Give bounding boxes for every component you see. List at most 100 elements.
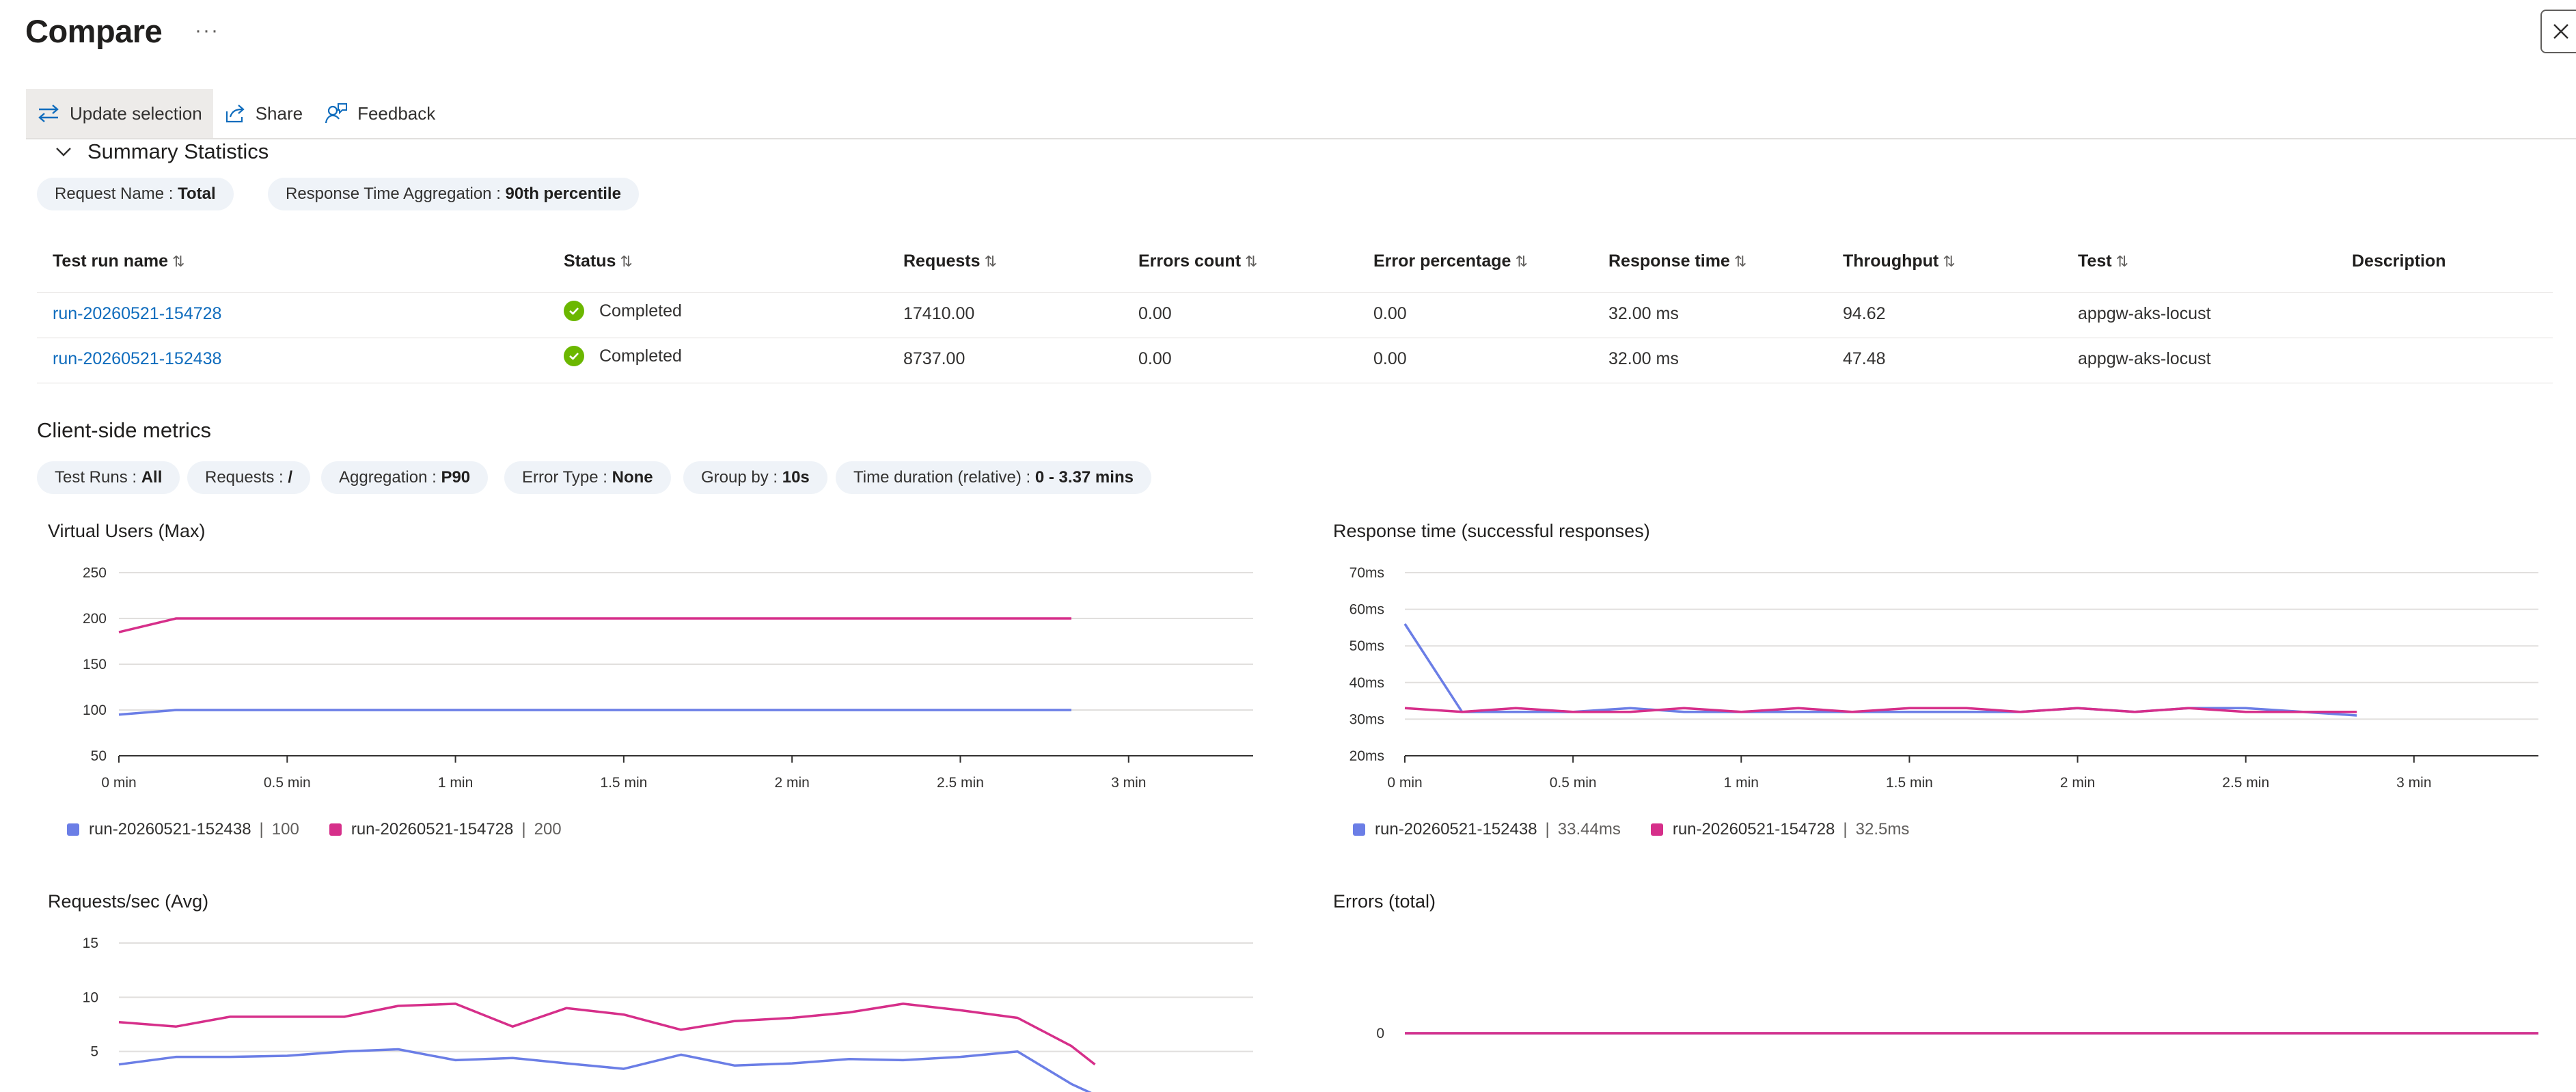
legend-series-name: run-20260521-154728 xyxy=(1672,820,1835,838)
legend-value: 33.44ms xyxy=(1557,820,1621,838)
filter-pill-test-runs[interactable]: Test Runs : All xyxy=(37,461,180,494)
filter-pill-aggregation[interactable]: Aggregation : P90 xyxy=(321,461,489,494)
y-tick-label: 40ms xyxy=(1349,675,1384,691)
check-circle-icon xyxy=(564,301,584,321)
filter-label: Request Name : xyxy=(55,185,178,203)
status-text: Completed xyxy=(599,301,682,320)
legend-separator: | xyxy=(521,820,526,838)
sort-icon: ⇅ xyxy=(1734,253,1747,270)
toolbar-divider xyxy=(26,138,2576,139)
y-tick-label: 70ms xyxy=(1349,565,1384,581)
column-header-throughput[interactable]: Throughput ⇅ xyxy=(1843,251,1956,271)
filter-pill-time-duration[interactable]: Time duration (relative) : 0 - 3.37 mins xyxy=(836,461,1151,494)
page-title: Compare xyxy=(25,13,163,49)
column-label: Test xyxy=(2078,251,2112,271)
x-tick-label: 0.5 min xyxy=(264,775,311,791)
column-header-status[interactable]: Status ⇅ xyxy=(564,251,633,271)
y-tick-label: 50ms xyxy=(1349,638,1384,654)
y-tick-label: 5 xyxy=(90,1044,98,1060)
series-line-run-20260521-154728 xyxy=(1404,707,2357,713)
response-time-cell: 32.00 ms xyxy=(1608,304,1679,323)
error-percentage-cell: 0.00 xyxy=(1373,304,1407,323)
filter-pill-group-by[interactable]: Group by : 10s xyxy=(683,461,827,494)
arrows-swap-icon xyxy=(38,105,59,122)
test-run-link[interactable]: run-20260521-152438 xyxy=(53,349,222,368)
legend-item[interactable]: run-20260521-154728 | 200 xyxy=(329,820,562,839)
series-line-run-20260521-154728 xyxy=(118,1002,1096,1066)
filter-pill-response-time-aggregation[interactable]: Response Time Aggregation : 90th percent… xyxy=(268,178,639,210)
column-header-response-time[interactable]: Response time ⇅ xyxy=(1608,251,1746,271)
column-header-test-run-name[interactable]: Test run name ⇅ xyxy=(53,251,184,271)
test-cell: appgw-aks-locust xyxy=(2078,304,2211,323)
test-run-link[interactable]: run-20260521-154728 xyxy=(53,304,222,323)
filter-label: Error Type : xyxy=(522,468,612,487)
throughput-cell: 94.62 xyxy=(1843,304,1886,323)
legend-series-name: run-20260521-152438 xyxy=(1375,820,1537,838)
legend-item[interactable]: run-20260521-152438 | 100 xyxy=(67,820,299,839)
column-label: Test run name xyxy=(53,251,169,271)
legend-separator: | xyxy=(259,820,264,838)
x-tick-label: 1.5 min xyxy=(1886,775,1933,791)
more-options-icon[interactable]: ··· xyxy=(195,19,219,42)
status-cell: Completed xyxy=(564,346,682,366)
summary-statistics-title: Summary Statistics xyxy=(87,139,269,163)
column-label: Throughput xyxy=(1843,251,1939,271)
x-tick-label: 2.5 min xyxy=(2222,775,2269,791)
x-tick-label: 1 min xyxy=(1724,775,1759,791)
column-label: Description xyxy=(2352,251,2446,271)
y-tick-label: 0 xyxy=(1376,1026,1384,1041)
sort-icon: ⇅ xyxy=(1245,253,1258,270)
client-side-metrics-title: Client-side metrics xyxy=(37,418,211,442)
column-header-errors-count[interactable]: Errors count ⇅ xyxy=(1138,251,1257,271)
y-tick-label: 20ms xyxy=(1349,748,1384,764)
close-button[interactable] xyxy=(2540,10,2576,53)
legend-swatch xyxy=(1353,823,1365,836)
column-label: Error percentage xyxy=(1373,251,1511,271)
legend-swatch xyxy=(67,823,79,836)
chart-title: Virtual Users (Max) xyxy=(48,521,206,541)
column-label: Response time xyxy=(1608,251,1730,271)
chart-title: Errors (total) xyxy=(1333,891,1436,912)
filter-value: All xyxy=(141,468,163,487)
x-tick-label: 2.5 min xyxy=(937,775,984,791)
filter-value: 0 - 3.37 mins xyxy=(1034,468,1134,487)
filter-pill-request-name[interactable]: Request Name : Total xyxy=(37,178,234,210)
legend-item[interactable]: run-20260521-154728 | 32.5ms xyxy=(1650,820,1909,839)
share-button[interactable]: Share xyxy=(213,89,314,138)
update-selection-button[interactable]: Update selection xyxy=(26,89,213,138)
filter-pill-requests[interactable]: Requests : / xyxy=(187,461,311,494)
error-percentage-cell: 0.00 xyxy=(1373,349,1407,368)
chart-legend: run-20260521-152438 | 100 run-20260521-1… xyxy=(67,820,592,839)
filter-value: P90 xyxy=(441,468,471,487)
legend-separator: | xyxy=(1843,820,1848,838)
x-tick-label: 1.5 min xyxy=(600,775,647,791)
response-time-cell: 32.00 ms xyxy=(1608,349,1679,368)
legend-item[interactable]: run-20260521-152438 | 33.44ms xyxy=(1353,820,1621,839)
status-cell: Completed xyxy=(564,301,682,321)
update-selection-label: Update selection xyxy=(70,103,202,124)
y-tick-label: 30ms xyxy=(1349,711,1384,727)
x-tick-label: 2 min xyxy=(774,775,809,791)
sort-icon: ⇅ xyxy=(984,253,997,270)
column-label: Requests xyxy=(903,251,981,271)
column-header-error-percentage[interactable]: Error percentage ⇅ xyxy=(1373,251,1528,271)
filter-value: 10s xyxy=(782,468,810,487)
filter-label: Group by : xyxy=(701,468,782,487)
column-header-test[interactable]: Test ⇅ xyxy=(2078,251,2128,271)
legend-swatch xyxy=(1650,823,1663,836)
series-line-run-20260521-154728 xyxy=(118,617,1071,633)
feedback-button[interactable]: Feedback xyxy=(314,89,446,138)
y-tick-label: 15 xyxy=(83,936,98,951)
chart-title: Response time (successful responses) xyxy=(1333,521,1650,541)
summary-statistics-toggle[interactable]: Summary Statistics xyxy=(55,139,269,164)
filter-label: Test Runs : xyxy=(55,468,141,487)
filter-pill-error-type[interactable]: Error Type : None xyxy=(504,461,671,494)
status-text: Completed xyxy=(599,346,682,366)
column-header-requests[interactable]: Requests ⇅ xyxy=(903,251,997,271)
legend-series-name: run-20260521-152438 xyxy=(89,820,251,838)
legend-series-name: run-20260521-154728 xyxy=(351,820,514,838)
table-divider xyxy=(37,292,2553,293)
filter-label: Time duration (relative) : xyxy=(853,468,1035,487)
legend-value: 100 xyxy=(271,820,299,838)
